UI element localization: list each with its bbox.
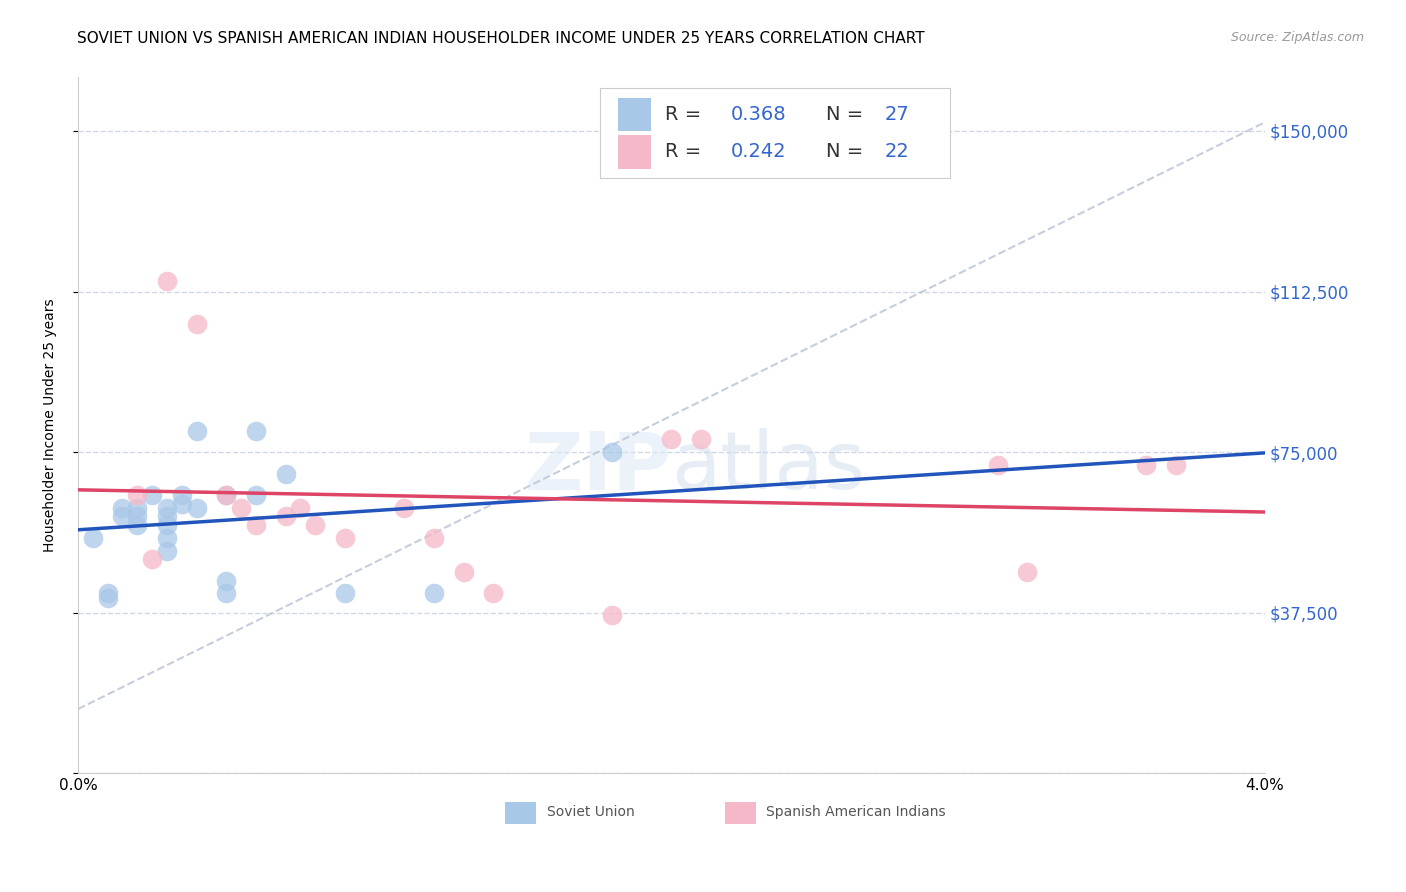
Point: [659, 432, 682, 446]
Point: [156, 543, 179, 558]
FancyBboxPatch shape: [724, 802, 755, 824]
Point: [274, 509, 297, 524]
Point: [333, 586, 356, 600]
FancyBboxPatch shape: [617, 136, 651, 169]
Point: [245, 518, 267, 533]
Point: [156, 531, 179, 545]
Point: [290, 500, 312, 515]
Point: [127, 509, 149, 524]
Point: [394, 500, 416, 515]
Point: [1017, 565, 1039, 579]
Text: N =: N =: [825, 143, 869, 161]
Y-axis label: Householder Income Under 25 years: Householder Income Under 25 years: [44, 299, 58, 552]
Text: Spanish American Indians: Spanish American Indians: [766, 805, 946, 819]
Point: [245, 424, 267, 438]
Point: [423, 586, 446, 600]
Point: [170, 497, 193, 511]
Point: [215, 586, 238, 600]
Point: [304, 518, 326, 533]
Point: [97, 586, 120, 600]
Text: 0.242: 0.242: [731, 143, 786, 161]
Point: [127, 518, 149, 533]
Point: [186, 424, 208, 438]
FancyBboxPatch shape: [617, 97, 651, 131]
Point: [111, 509, 134, 524]
Text: SOVIET UNION VS SPANISH AMERICAN INDIAN HOUSEHOLDER INCOME UNDER 25 YEARS CORREL: SOVIET UNION VS SPANISH AMERICAN INDIAN …: [77, 31, 925, 46]
Text: N =: N =: [825, 105, 869, 124]
Point: [423, 531, 446, 545]
Point: [186, 317, 208, 331]
Point: [156, 274, 179, 288]
Point: [215, 488, 238, 502]
Text: R =: R =: [665, 105, 707, 124]
Point: [453, 565, 475, 579]
Point: [1135, 458, 1157, 472]
Point: [274, 467, 297, 481]
Point: [229, 500, 252, 515]
Point: [111, 500, 134, 515]
Point: [170, 488, 193, 502]
Point: [82, 531, 104, 545]
Text: ZIP: ZIP: [524, 428, 671, 506]
Point: [156, 509, 179, 524]
Point: [600, 607, 623, 622]
Point: [987, 458, 1010, 472]
Point: [141, 552, 163, 566]
Text: R =: R =: [665, 143, 707, 161]
Text: atlas: atlas: [671, 428, 866, 506]
Text: 27: 27: [884, 105, 910, 124]
Point: [156, 500, 179, 515]
Point: [156, 518, 179, 533]
Text: Soviet Union: Soviet Union: [547, 805, 634, 819]
Point: [97, 591, 120, 605]
Point: [600, 445, 623, 459]
FancyBboxPatch shape: [600, 88, 950, 178]
Point: [127, 500, 149, 515]
Point: [482, 586, 505, 600]
Point: [215, 574, 238, 588]
Point: [215, 488, 238, 502]
Text: 22: 22: [884, 143, 910, 161]
Point: [127, 488, 149, 502]
FancyBboxPatch shape: [505, 802, 536, 824]
Point: [186, 500, 208, 515]
Point: [333, 531, 356, 545]
Point: [141, 488, 163, 502]
Text: Source: ZipAtlas.com: Source: ZipAtlas.com: [1230, 31, 1364, 45]
Point: [245, 488, 267, 502]
Text: 0.368: 0.368: [731, 105, 786, 124]
Point: [1164, 458, 1187, 472]
Point: [690, 432, 713, 446]
